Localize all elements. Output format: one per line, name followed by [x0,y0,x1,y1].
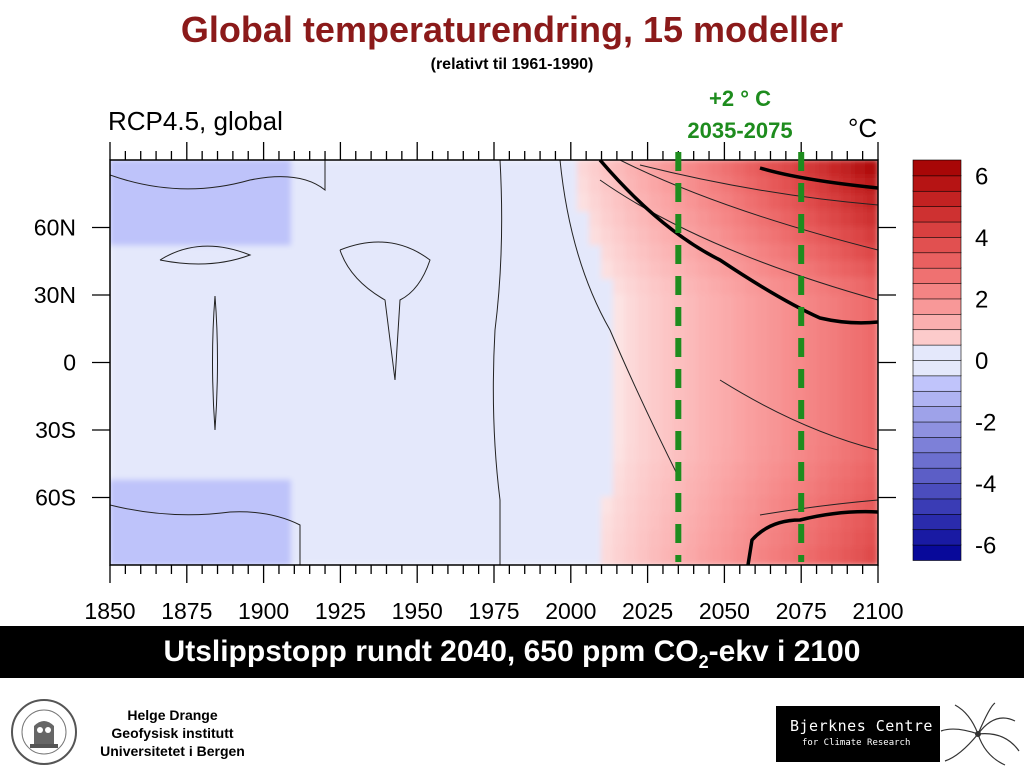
colorbar-swatch [912,313,962,331]
x-tick-label: 2025 [622,598,673,624]
author-name: Helge Drange [127,707,218,723]
colorbar-tick-label: -6 [975,533,996,560]
colorbar-swatch [912,467,962,484]
colorbar-swatch [912,528,962,546]
banner-main: Utslippstopp rundt 2040, 650 ppm CO [163,635,699,668]
colorbar-swatch [912,498,962,515]
colorbar-swatch [912,359,962,377]
author-institute: Geofysisk institutt [111,725,234,741]
logo-title: Bjerknes Centre [790,717,933,735]
colorbar-swatch [912,344,962,361]
x-tick-label: 1850 [84,598,135,624]
x-tick-label: 1950 [392,598,443,624]
unit-label: °C [848,113,877,143]
heatmap-field [110,160,878,565]
colorbar-swatch [912,190,962,207]
author-block: Helge Drange Geofysisk institutt Univers… [80,706,265,760]
x-tick-label: 1875 [161,598,212,624]
x-tick-label: 1975 [468,598,519,624]
y-tick-label: 60N [34,215,76,241]
colorbar-tick-label: 0 [975,348,988,375]
y-tick-label: 60S [35,485,76,511]
colorbar-swatch [912,328,962,346]
banner-subscript: 2 [698,652,709,672]
colorbar-swatch [912,236,962,254]
x-axis: 1850 1875 1900 1925 1950 1975 2000 2025 2050 2075… [84,142,904,624]
two-degree-annotation: +2 ° C 2035-2075 [640,83,840,147]
colorbar-tick-label: 2 [975,286,988,313]
colorbar-swatch [912,175,962,192]
colorbar-swatch [912,513,962,531]
colorbar-swatch [912,375,962,392]
colorbar-swatch [912,267,962,284]
y-axis: 60N 30N 0 30S 60S [34,215,896,511]
bjerknes-logo: Bjerknes Centre for Climate Research [776,706,940,762]
colorbar-swatch [912,298,962,315]
x-tick-label: 2000 [545,598,596,624]
author-university: Universitetet i Bergen [100,743,245,759]
colorbar-tick-label: -2 [975,410,996,437]
colorbar-swatch [912,436,962,454]
banner-tail: -ekv i 2100 [708,635,861,668]
chart-title: RCP4.5, global [108,106,283,136]
slide-subtitle: (relativt til 1961-1990) [430,56,594,73]
logo-subtitle: for Climate Research [802,738,911,748]
colorbar-swatch [912,390,962,407]
x-tick-label: 2050 [699,598,750,624]
x-tick-label: 1900 [238,598,289,624]
colorbar-swatch [912,421,962,438]
colorbar-swatch [912,544,962,561]
annotation-temperature: +2 ° C [709,86,771,111]
colorbar-swatch [912,159,962,177]
colorbar-swatch [912,252,962,269]
y-tick-label: 0 [63,350,76,376]
colorbar-swatch [912,405,962,423]
colorbar-swatch [912,282,962,300]
colorbar-swatch [912,482,962,500]
bjerknes-swirl-icon [940,702,1020,766]
colorbar-swatch [912,205,962,223]
colorbar-swatch [912,452,962,469]
x-tick-label: 2100 [852,598,903,624]
contour-lines [110,160,878,565]
annotation-period: 2035-2075 [687,118,793,143]
colorbar-tick-label: 6 [975,163,988,190]
highlight-lines [675,152,805,562]
y-tick-label: 30N [34,282,76,308]
x-tick-label: 1925 [315,598,366,624]
x-tick-label: 2075 [776,598,827,624]
hovmoller-chart: RCP4.5, global °C 1850 1875 1900 1925 1950 19… [34,106,997,624]
colorbar: 6 4 2 0 -2 -4 -6 [912,159,996,561]
slide-title: Global temperaturendring, 15 modeller [180,9,844,50]
university-seal-icon [11,699,77,765]
y-tick-label: 30S [35,417,76,443]
conclusion-banner: Utslippstopp rundt 2040, 650 ppm CO2-ekv… [0,626,1024,678]
colorbar-tick-label: 4 [975,225,988,252]
colorbar-swatch [912,221,962,238]
colorbar-tick-label: -4 [975,471,996,498]
